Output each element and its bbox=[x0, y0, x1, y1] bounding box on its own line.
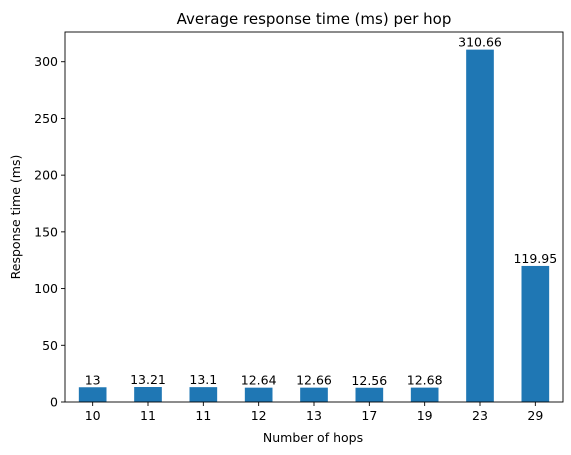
y-tick-label: 100 bbox=[34, 281, 58, 296]
plot-frame bbox=[64, 31, 564, 403]
bar bbox=[78, 387, 107, 402]
bar-value-label: 12.56 bbox=[351, 373, 387, 388]
x-axis-label: Number of hops bbox=[263, 430, 363, 445]
y-axis-label: Response time (ms) bbox=[8, 155, 23, 280]
bar bbox=[244, 387, 273, 402]
x-tick-label: 17 bbox=[361, 408, 377, 423]
data-labels-group: 13 13.21 13.1 12.64 12.66 12.56 12.68 310.66 119… bbox=[85, 35, 557, 388]
bar-value-label: 12.64 bbox=[241, 373, 277, 388]
y-axis-ticks: 0 50 100 150 200 250 300 bbox=[34, 54, 65, 410]
bar-value-label: 119.95 bbox=[513, 251, 557, 266]
y-tick-label: 0 bbox=[50, 395, 58, 410]
bars-group bbox=[78, 49, 550, 402]
bar-value-label: 12.68 bbox=[407, 373, 443, 388]
bar bbox=[300, 387, 328, 402]
bar-value-label: 13.1 bbox=[189, 372, 217, 387]
x-tick-label: 29 bbox=[527, 408, 543, 423]
bar-value-label: 13.21 bbox=[130, 372, 166, 387]
bar bbox=[189, 387, 218, 402]
bar bbox=[355, 387, 384, 402]
x-tick-label: 11 bbox=[140, 408, 156, 423]
bar-value-label: 12.66 bbox=[296, 373, 332, 388]
y-tick-label: 200 bbox=[34, 168, 58, 183]
bar bbox=[466, 49, 494, 402]
x-tick-label: 11 bbox=[195, 408, 211, 423]
chart-title: Average response time (ms) per hop bbox=[177, 10, 452, 28]
x-tick-label: 13 bbox=[306, 408, 322, 423]
y-tick-label: 150 bbox=[34, 224, 58, 239]
x-axis-ticks: 10 11 11 12 13 17 19 23 29 bbox=[85, 402, 543, 423]
bar bbox=[521, 265, 550, 402]
bar-value-label: 310.66 bbox=[458, 35, 502, 50]
x-tick-label: 19 bbox=[417, 408, 433, 423]
x-tick-label: 12 bbox=[251, 408, 267, 423]
bar-value-label: 13 bbox=[85, 372, 101, 387]
bar bbox=[410, 387, 439, 402]
x-tick-label: 23 bbox=[472, 408, 488, 423]
y-tick-label: 50 bbox=[42, 338, 58, 353]
y-tick-label: 250 bbox=[34, 111, 58, 126]
bar bbox=[134, 387, 162, 402]
x-tick-label: 10 bbox=[85, 408, 101, 423]
y-tick-label: 300 bbox=[34, 54, 58, 69]
